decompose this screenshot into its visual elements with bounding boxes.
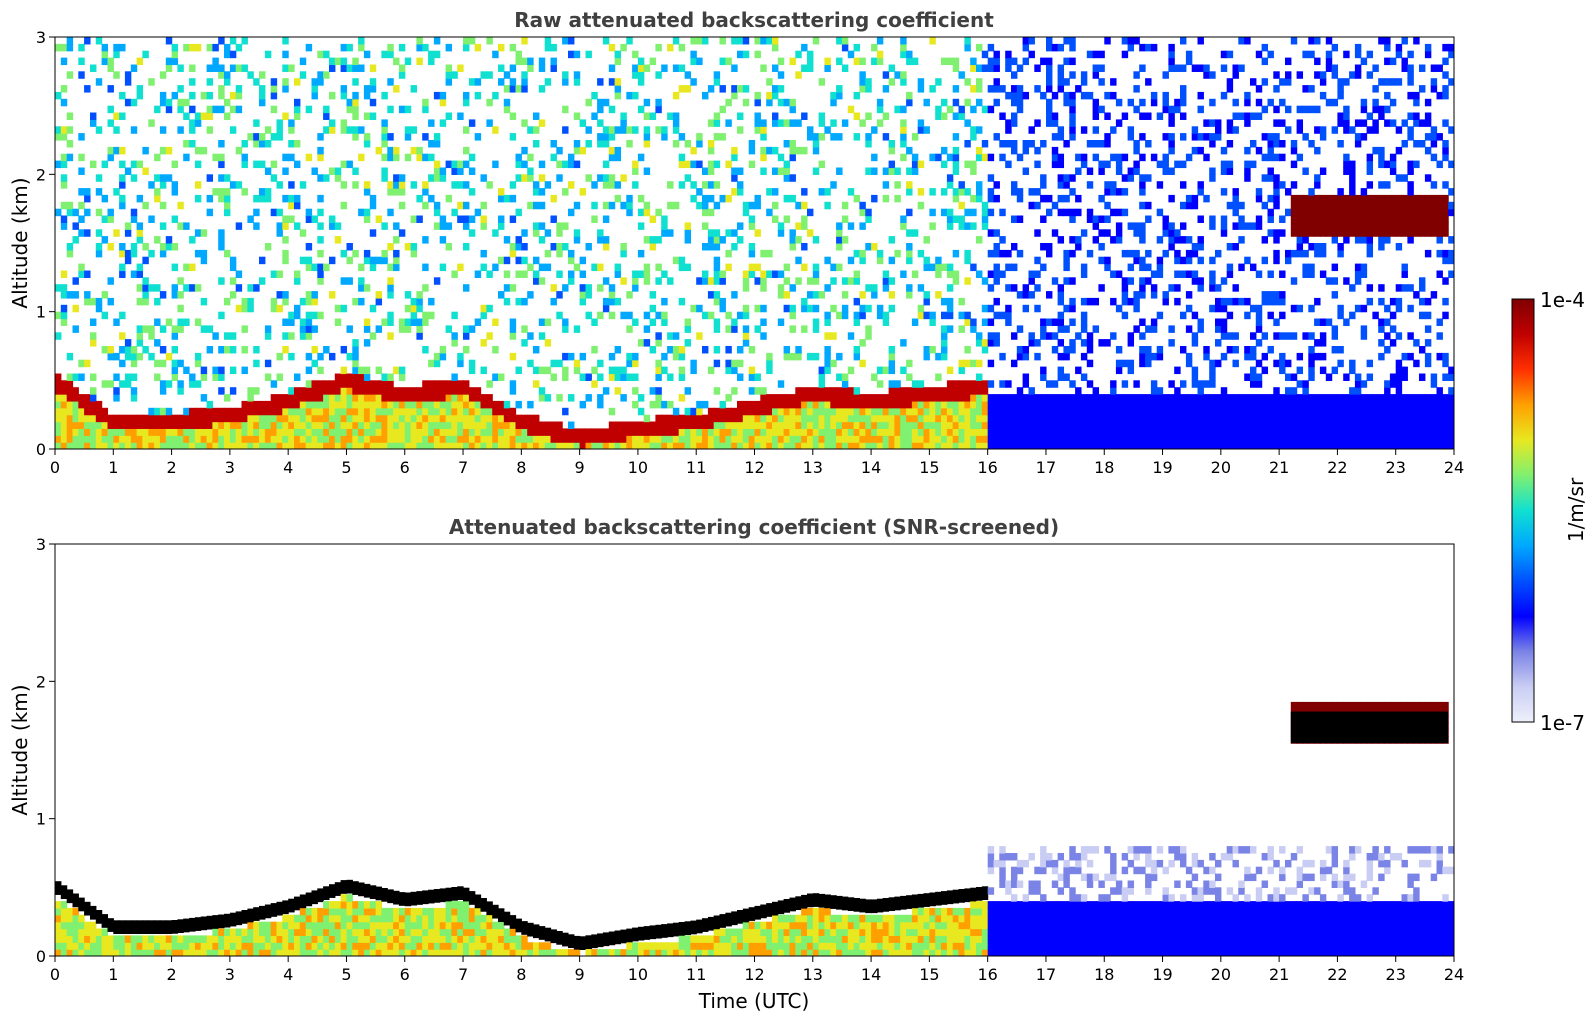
x-tick-label: 15 [919, 965, 939, 984]
colorbar-gradient [1511, 298, 1535, 723]
snr-screened-panel: Attenuated backscattering coefficient (S… [8, 515, 1464, 1013]
colorbar-min-label: 1e-7 [1540, 711, 1585, 735]
y-tick-label: 0 [36, 440, 46, 459]
x-tick-label: 17 [1036, 458, 1056, 477]
x-tick-label: 21 [1269, 458, 1289, 477]
x-tick-label: 13 [803, 965, 823, 984]
x-tick-label: 3 [225, 965, 235, 984]
x-tick-label: 17 [1036, 965, 1056, 984]
panel-title: Raw attenuated backscattering coefficien… [514, 8, 994, 32]
x-tick-label: 18 [1094, 458, 1114, 477]
x-tick-label: 12 [744, 458, 764, 477]
x-tick-label: 20 [1211, 965, 1231, 984]
x-tick-label: 6 [400, 458, 410, 477]
x-tick-label: 4 [283, 965, 293, 984]
raw-backscatter-panel: Raw attenuated backscattering coefficien… [8, 8, 1464, 477]
x-axis-label: Time (UTC) [698, 989, 810, 1013]
x-tick-label: 10 [628, 458, 648, 477]
y-tick-label: 1 [36, 303, 46, 322]
x-tick-label: 14 [861, 458, 881, 477]
x-tick-label: 23 [1386, 458, 1406, 477]
x-tick-label: 24 [1444, 965, 1464, 984]
x-tick-label: 18 [1094, 965, 1114, 984]
x-tick-label: 22 [1327, 458, 1347, 477]
y-axis-ticks: 0 1 2 3 [36, 535, 55, 966]
y-tick-label: 3 [36, 28, 46, 47]
y-tick-label: 2 [36, 672, 46, 691]
y-tick-label: 0 [36, 947, 46, 966]
y-tick-label: 3 [36, 535, 46, 554]
x-tick-label: 2 [166, 458, 176, 477]
x-tick-label: 8 [516, 458, 526, 477]
x-tick-label: 2 [166, 965, 176, 984]
x-tick-label: 1 [108, 458, 118, 477]
x-tick-label: 4 [283, 458, 293, 477]
panel-title: Attenuated backscattering coefficient (S… [449, 515, 1059, 539]
y-tick-label: 2 [36, 165, 46, 184]
x-tick-label: 22 [1327, 965, 1347, 984]
x-tick-label: 11 [686, 965, 706, 984]
x-tick-label: 16 [977, 458, 997, 477]
x-tick-label: 12 [744, 965, 764, 984]
y-axis-ticks: 0 1 2 3 [36, 28, 55, 459]
x-tick-label: 20 [1211, 458, 1231, 477]
x-tick-label: 5 [341, 458, 351, 477]
x-axis-ticks: 0 1 2 3 4 5 6 7 8 9 10 11 12 13 14 15 16 17 18 19 20 21 22 23 24 [50, 956, 1464, 984]
x-tick-label: 19 [1152, 458, 1172, 477]
y-tick-label: 1 [36, 810, 46, 829]
x-tick-label: 0 [50, 965, 60, 984]
y-axis-label: Altitude (km) [8, 684, 32, 815]
x-tick-label: 5 [341, 965, 351, 984]
x-tick-label: 7 [458, 458, 468, 477]
x-tick-label: 8 [516, 965, 526, 984]
x-tick-label: 13 [803, 458, 823, 477]
x-axis-ticks: 0 1 2 3 4 5 6 7 8 9 10 11 12 13 14 15 16 17 18 19 20 21 22 23 24 [50, 449, 1464, 477]
x-tick-label: 11 [686, 458, 706, 477]
x-tick-label: 24 [1444, 458, 1464, 477]
x-tick-label: 1 [108, 965, 118, 984]
y-axis-label: Altitude (km) [8, 177, 32, 308]
x-tick-label: 19 [1152, 965, 1172, 984]
x-tick-label: 15 [919, 458, 939, 477]
x-tick-label: 9 [575, 458, 585, 477]
colorbar: 1e-4 1e-7 1/m/sr [1511, 288, 1588, 735]
heatmap-field [55, 37, 1454, 449]
x-tick-label: 0 [50, 458, 60, 477]
x-tick-label: 21 [1269, 965, 1289, 984]
x-tick-label: 3 [225, 458, 235, 477]
colorbar-max-label: 1e-4 [1540, 288, 1585, 312]
x-tick-label: 23 [1386, 965, 1406, 984]
x-tick-label: 9 [575, 965, 585, 984]
x-tick-label: 16 [977, 965, 997, 984]
heatmap-field [55, 701, 1454, 956]
colorbar-unit-label: 1/m/sr [1564, 477, 1588, 542]
x-tick-label: 6 [400, 965, 410, 984]
cloud-layer [1290, 711, 1449, 744]
x-tick-label: 10 [628, 965, 648, 984]
x-tick-label: 7 [458, 965, 468, 984]
x-tick-label: 14 [861, 965, 881, 984]
